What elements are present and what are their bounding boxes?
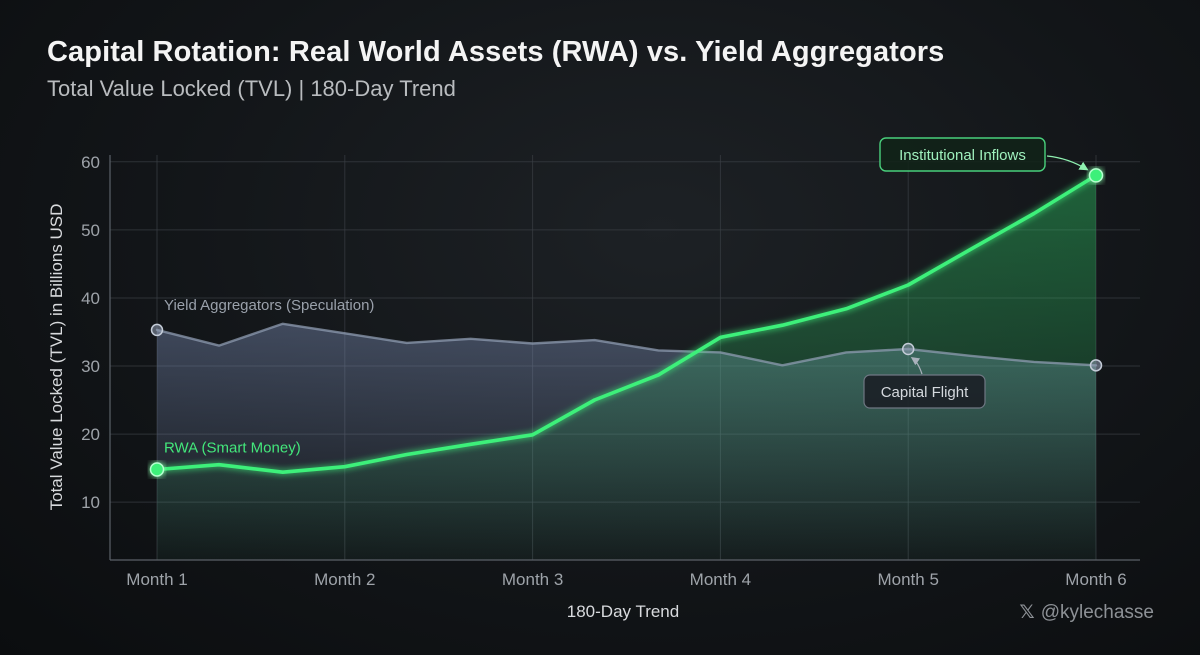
rwa-series-label: RWA (Smart Money)	[164, 439, 301, 456]
x-tick-label-3: Month 3	[502, 570, 563, 589]
annotation-institutional-inflows-text: Institutional Inflows	[899, 147, 1026, 164]
annotation-institutional-inflows-arrow	[1046, 155, 1089, 171]
x-axis-title: 180-Day Trend	[567, 602, 679, 621]
annotation-capital-flight-text: Capital Flight	[881, 384, 969, 401]
y-tick-label-30: 30	[81, 357, 100, 376]
axes: 10 20 30 40 50 60 Month 1 Month 2 Month 3 Month 4…	[47, 153, 1140, 621]
yield-aggregators-point-1	[150, 323, 164, 337]
y-tick-label-50: 50	[81, 221, 100, 240]
x-tick-label-1: Month 1	[126, 570, 187, 589]
y-axis-title: Total Value Locked (TVL) in Billions USD	[47, 204, 66, 511]
rwa-point-1	[149, 462, 165, 477]
yield-aggregators-point-5	[901, 342, 915, 356]
labels: Yield Aggregators (Speculation) RWA (Smar…	[164, 137, 1089, 456]
x-logo-icon: 𝕏	[1019, 602, 1035, 623]
y-tick-label-60: 60	[81, 153, 100, 172]
y-tick-label-10: 10	[81, 493, 100, 512]
x-tick-label-2: Month 2	[314, 570, 375, 589]
chart-subtitle: Total Value Locked (TVL) | 180-Day Trend	[47, 76, 456, 101]
watermark-handle: @kylechasse	[1040, 601, 1154, 623]
rwa-area	[157, 175, 1096, 560]
rwa-line	[155, 173, 1098, 474]
annotation-capital-flight-box	[863, 374, 986, 409]
annotation-institutional-inflows-box	[879, 137, 1046, 172]
x-tick-label-4: Month 4	[690, 570, 751, 589]
chart-title: Capital Rotation: Real World Assets (RWA…	[47, 36, 945, 68]
yield-aggregators-line	[155, 322, 1098, 367]
y-tick-label-20: 20	[81, 425, 100, 444]
x-tick-label-5: Month 5	[877, 570, 938, 589]
watermark: 𝕏 @kylechasse	[1019, 601, 1154, 624]
x-tick-label-6: Month 6	[1065, 570, 1126, 589]
area-fills	[157, 175, 1096, 560]
series-lines	[149, 168, 1104, 477]
rwa-point-6	[1088, 168, 1104, 183]
yield-aggregators-point-6	[1089, 359, 1103, 372]
y-tick-label-40: 40	[81, 289, 100, 308]
yield-aggregators-series-label: Yield Aggregators (Speculation)	[164, 297, 374, 314]
annotation-capital-flight-arrow	[910, 357, 923, 375]
